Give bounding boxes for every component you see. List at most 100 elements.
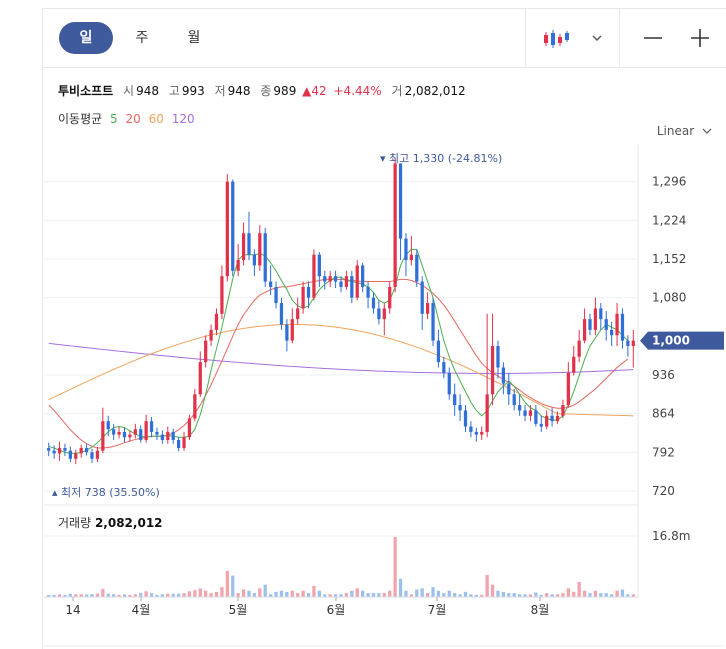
volume-bar (279, 590, 284, 597)
candle (485, 313, 489, 438)
chart-frame (42, 8, 726, 649)
chart-type-button[interactable] (541, 22, 575, 54)
toolbar-divider (619, 9, 620, 67)
volume-bar (101, 588, 105, 597)
candle (231, 179, 235, 277)
candle (296, 297, 300, 325)
candle (518, 394, 522, 416)
ma5-legend[interactable]: 5 (110, 112, 118, 126)
candle-body (139, 429, 143, 440)
candle (398, 163, 403, 261)
volume-bar (139, 593, 143, 597)
candle (225, 174, 229, 282)
chart-type-dropdown[interactable] (589, 22, 605, 54)
volume-bar (57, 594, 62, 597)
volume-bar (485, 575, 489, 597)
candle-body (588, 319, 592, 330)
candle (176, 437, 181, 452)
candle (507, 372, 511, 406)
zoom-in-button[interactable] (688, 22, 712, 54)
candle (155, 427, 159, 440)
volume-bar (577, 582, 581, 597)
volume-bar (572, 591, 576, 597)
volume-bar (453, 593, 457, 597)
volume-bar (528, 594, 533, 597)
candle-body (393, 163, 397, 287)
candle (534, 405, 538, 427)
volume-panel-title: 거래량 (58, 516, 92, 530)
candle-body (128, 434, 132, 438)
candle (539, 415, 543, 432)
quote-summary: 투비소프트 시 948 고 993 저 948 종 989 ▲42 +4.44% 거 2,… (58, 82, 466, 99)
candle-body (469, 426, 473, 432)
candle (166, 426, 170, 444)
tab-month[interactable]: 월 (187, 30, 201, 46)
candle (290, 308, 294, 344)
candle (306, 281, 311, 309)
volume-bar (377, 593, 381, 597)
candle (458, 394, 462, 422)
candle (339, 276, 343, 293)
candle-body (57, 448, 62, 454)
candle-body (323, 276, 327, 282)
candle (317, 252, 321, 287)
volume-bar (52, 594, 56, 597)
candle (47, 442, 51, 457)
candle-body (155, 431, 159, 435)
current-price-tag (640, 331, 724, 350)
change-value: 42 (311, 84, 327, 98)
candle (425, 292, 430, 320)
candle-body (204, 340, 208, 363)
candle (241, 222, 246, 266)
candle (528, 405, 533, 422)
volume-bar (84, 594, 89, 597)
volume-bar (333, 594, 338, 597)
x-tick-label: 7월 (428, 603, 447, 617)
ma60-legend[interactable]: 60 (148, 112, 164, 126)
candle (247, 211, 251, 261)
scale-selector[interactable]: Linear (657, 124, 712, 138)
ma120-legend[interactable]: 120 (171, 112, 195, 126)
volume-bar (610, 594, 614, 597)
candle (588, 313, 592, 336)
candle (404, 233, 408, 277)
volume-bar (106, 593, 110, 597)
tab-week[interactable]: 주 (135, 30, 149, 46)
candle-body (388, 286, 392, 309)
current-price-label: 1,000 (652, 334, 690, 348)
candle-body (236, 260, 240, 271)
candle-body (463, 410, 468, 427)
candle (355, 260, 359, 301)
volume-bar (95, 593, 100, 597)
volume-bar (187, 591, 192, 597)
candle-body (171, 431, 175, 440)
candle-body (561, 405, 565, 416)
volume-bar (296, 593, 300, 597)
volume-bar (214, 591, 219, 597)
x-tick-label: 14 (65, 603, 80, 617)
candle-body (47, 448, 51, 451)
candle-body (382, 308, 386, 320)
candle (252, 249, 257, 277)
chart-toolbar: 일 주 월 (43, 9, 726, 68)
candle (160, 430, 164, 444)
candle (463, 405, 468, 432)
candle-body (490, 346, 495, 395)
volume-bar (301, 590, 305, 597)
candle (496, 340, 500, 379)
candle (149, 416, 154, 438)
zoom-out-button[interactable] (641, 22, 665, 54)
volume-bar (534, 592, 538, 597)
volume-bar (149, 593, 154, 597)
volume-bar (420, 588, 424, 597)
tab-day[interactable]: 일 (59, 22, 113, 54)
candle-body (317, 254, 321, 277)
candle (182, 431, 186, 451)
candle-body (361, 265, 365, 287)
ma20-legend[interactable]: 20 (125, 112, 141, 126)
volume-bar (198, 588, 202, 597)
candle-body (333, 276, 338, 282)
candle-body (415, 254, 419, 282)
candle-body (539, 423, 543, 427)
